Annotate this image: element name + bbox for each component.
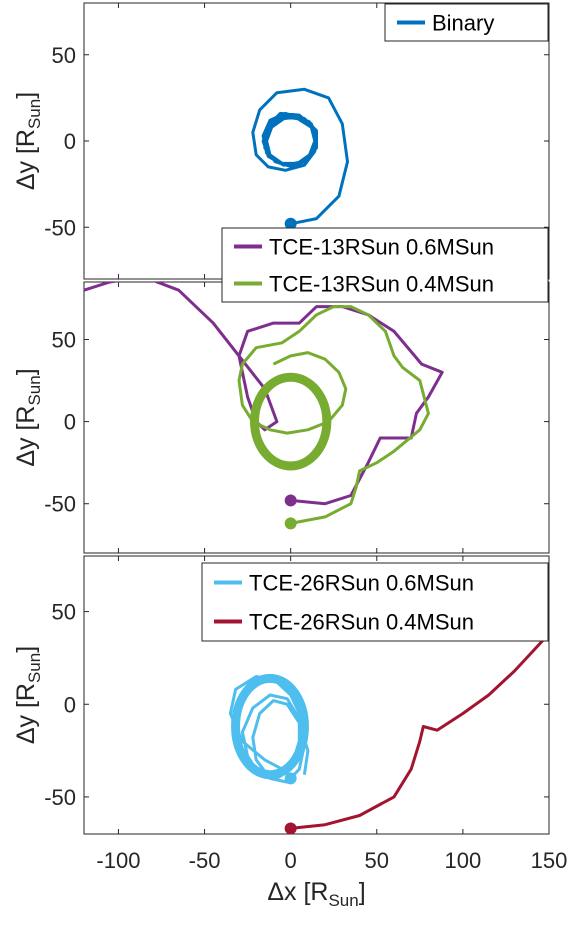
center-point [288, 138, 294, 144]
y-axis-label: Δy [RSun] [12, 368, 44, 466]
legend-label: TCE-26RSun 0.4MSun [249, 610, 474, 635]
y-tick-label: 0 [64, 410, 76, 435]
legend: TCE-26RSun 0.6MSun TCE-26RSun 0.4MSun [201, 562, 549, 642]
y-axis-label: Δy [RSun] [12, 646, 44, 744]
y-tick-label: 50 [52, 327, 76, 352]
legend-label: Binary [432, 11, 494, 36]
x-tick-label: 150 [531, 848, 568, 873]
plot-area [251, 87, 349, 230]
plot-area [84, 282, 444, 530]
y-tick-label: 0 [64, 692, 76, 717]
legend-box [201, 562, 549, 642]
x-tick-label: 0 [285, 848, 297, 873]
start-marker [284, 517, 297, 530]
y-axis-label: Δy [RSun] [12, 92, 44, 190]
y-tick-label: -50 [44, 215, 76, 240]
y-tick-label: -50 [44, 492, 76, 517]
x-tick-label: 100 [445, 848, 482, 873]
series-ring [249, 372, 332, 471]
start-marker [284, 217, 297, 230]
start-marker [284, 822, 297, 834]
plot-area [228, 632, 549, 834]
x-axis-label: Δx [RSun] [267, 878, 365, 910]
series-ring [231, 673, 309, 780]
legend-box [221, 227, 549, 303]
y-tick-label: 50 [52, 600, 76, 625]
y-tick-label: 50 [52, 43, 76, 68]
legend-label: TCE-13RSun 0.6MSun [269, 235, 494, 260]
y-tick-label: -50 [44, 785, 76, 810]
x-tick-label: 50 [365, 848, 389, 873]
series-line [84, 282, 444, 506]
legend-label: TCE-13RSun 0.4MSun [269, 272, 494, 297]
start-marker [284, 772, 297, 785]
series-line [237, 305, 430, 525]
legend: TCE-13RSun 0.6MSun TCE-13RSun 0.4MSun [221, 227, 549, 303]
legend: Binary [384, 3, 549, 42]
series-line [251, 87, 349, 226]
legend-label: TCE-26RSun 0.6MSun [249, 571, 474, 596]
series-line [290, 632, 549, 830]
panel-tce-13rsun: 50 0 -50 Δy [RSun] [12, 281, 550, 554]
y-tick-label: 0 [64, 129, 76, 154]
series-line [228, 675, 310, 784]
x-tick-label: -50 [189, 848, 221, 873]
start-marker [284, 494, 297, 507]
axes-box [83, 281, 550, 554]
x-tick-label: -100 [96, 848, 140, 873]
